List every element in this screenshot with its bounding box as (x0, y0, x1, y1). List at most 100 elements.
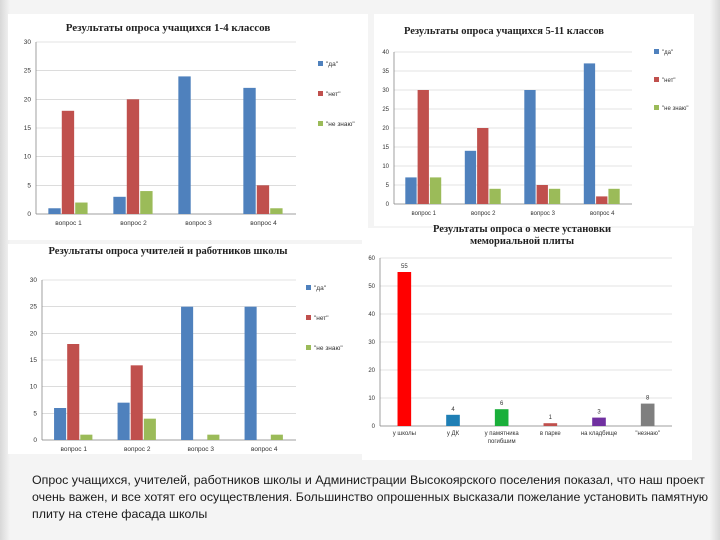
bar (117, 402, 130, 440)
y-tick-label: 30 (24, 39, 32, 46)
bar (67, 344, 80, 440)
legend-swatch (654, 105, 659, 110)
x-tick-label: на кладбище (581, 431, 618, 437)
bar (61, 110, 75, 214)
legend-swatch (654, 77, 659, 82)
y-tick-label: 20 (24, 96, 32, 103)
legend-label: "не знаю" (314, 345, 343, 352)
data-label: 4 (451, 407, 455, 413)
bar (405, 177, 417, 204)
legend-label: "не знаю" (662, 106, 688, 112)
bar (256, 185, 270, 214)
y-tick-label: 25 (30, 304, 38, 311)
bar (244, 306, 257, 440)
legend-swatch (306, 315, 311, 320)
x-tick-label: вопрос 4 (590, 211, 615, 217)
bar (446, 414, 460, 426)
bar (270, 434, 283, 440)
data-label: 8 (646, 396, 650, 402)
bar (417, 90, 429, 204)
legend-swatch (306, 345, 311, 350)
legend-swatch (306, 285, 311, 290)
bar (524, 90, 536, 204)
bar (608, 188, 620, 204)
legend-label: "да" (662, 50, 673, 56)
bar (596, 196, 608, 204)
y-tick-label: 20 (368, 368, 375, 374)
x-tick-label: вопрос 4 (251, 446, 278, 453)
y-tick-label: 0 (386, 202, 390, 208)
chart-svg: 0 5 10 15 20 25 30 вопрос 1 вопрос 2 вопрос 3 вопр… (24, 39, 356, 227)
bar (130, 365, 143, 440)
y-tick-label: 10 (368, 396, 375, 402)
x-tick-label: вопрос 1 (55, 220, 82, 227)
legend-label: "нет" (314, 315, 329, 322)
y-tick-label: 30 (382, 88, 389, 94)
y-tick-label: 25 (24, 68, 32, 75)
bar (80, 434, 93, 440)
y-tick-label: 30 (30, 277, 38, 284)
bar (583, 63, 596, 205)
bar (397, 272, 412, 426)
bar (494, 409, 509, 426)
chart-svg: 0 5 10 15 20 25 30 вопрос 1 вопрос 2 вопрос 3 вопр… (30, 277, 344, 453)
chart-teachers: Результаты опроса учителей и работников … (8, 244, 366, 454)
bar (429, 177, 442, 204)
x-tick-label: вопрос 1 (61, 446, 88, 453)
bar (464, 150, 477, 204)
y-tick-label: 15 (382, 145, 389, 151)
legend-swatch (318, 61, 323, 66)
caption-text: Опрос учащихся, учителей, работников шко… (32, 473, 709, 521)
bar (207, 434, 220, 440)
y-tick-label: 10 (382, 164, 389, 170)
chart-svg: 0 10 20 30 40 50 60 55 4 6 1 3 8 у школы у ДК у памятни… (368, 256, 672, 445)
legend-swatch (318, 121, 323, 126)
x-tick-label: вопрос 4 (250, 220, 277, 227)
y-tick-label: 40 (382, 50, 389, 56)
y-tick-label: 20 (382, 126, 389, 132)
bar (140, 191, 153, 214)
bar (48, 208, 61, 214)
y-tick-label: 40 (368, 312, 375, 318)
bar (489, 188, 501, 204)
bar (113, 196, 126, 214)
x-tick-label: вопрос 3 (185, 220, 212, 227)
bar (75, 202, 88, 214)
chart-title: Результаты опроса учащихся 5-11 классов (404, 26, 604, 37)
chart-title: Результаты опроса о месте установки мемо… (432, 224, 612, 247)
x-tick-label: вопрос 3 (531, 211, 556, 217)
bar (592, 417, 606, 426)
bar (543, 423, 558, 426)
x-tick-label: у памятника погибшим (485, 431, 520, 445)
chart-plaque-location: Результаты опроса о месте установки мемо… (362, 224, 692, 460)
x-tick-label: "незнаю" (635, 431, 660, 437)
chart-title: Результаты опроса учителей и работников … (48, 246, 288, 257)
legend-label: "не знаю" (326, 121, 355, 128)
bar (181, 306, 194, 440)
legend-label: "нет" (326, 91, 341, 98)
bar (54, 408, 67, 440)
legend-swatch (654, 49, 659, 54)
y-tick-label: 50 (368, 284, 375, 290)
y-tick-label: 5 (33, 410, 37, 417)
legend-label: "нет" (662, 78, 675, 84)
legend-label: "да" (326, 61, 339, 68)
y-tick-label: 60 (368, 256, 375, 262)
y-tick-label: 5 (27, 182, 31, 189)
x-tick-label: вопрос 2 (471, 211, 496, 217)
y-tick-label: 15 (24, 125, 32, 132)
y-tick-label: 15 (30, 357, 38, 364)
x-tick-label: в парке (540, 431, 561, 437)
bar (270, 208, 283, 214)
x-tick-label: вопрос 2 (124, 446, 151, 453)
y-tick-label: 10 (30, 384, 38, 391)
bar (178, 76, 191, 215)
bar (243, 87, 256, 214)
x-tick-label: вопрос 1 (412, 211, 437, 217)
y-tick-label: 25 (382, 107, 389, 113)
y-tick-label: 0 (372, 424, 376, 430)
x-tick-label: у школы (393, 431, 416, 437)
bar (143, 418, 156, 440)
bar (477, 128, 489, 204)
bar (548, 188, 561, 204)
